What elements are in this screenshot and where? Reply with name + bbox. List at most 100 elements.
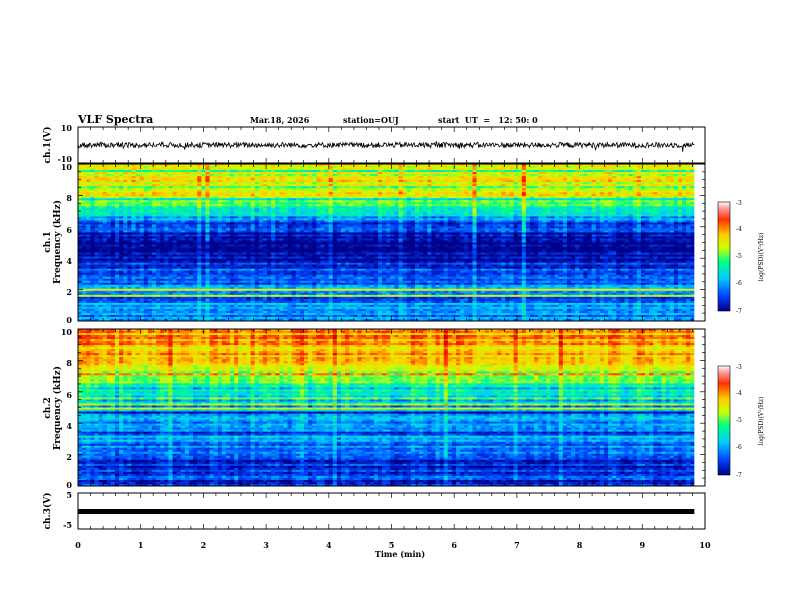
spectrogram-cell	[636, 164, 642, 167]
spectrogram-cell	[303, 172, 309, 175]
spectrogram-cell	[238, 192, 243, 195]
spectrogram-cell	[390, 190, 395, 193]
spectrogram-cell	[254, 168, 260, 171]
spectrogram-cell	[665, 168, 671, 171]
spectrogram-cell	[690, 196, 695, 199]
spectrogram-cell	[234, 182, 239, 185]
spectrogram-cell	[94, 184, 99, 187]
spectrogram-cell	[209, 188, 214, 191]
spectrogram-cell	[373, 184, 379, 187]
spectrogram-cell	[419, 202, 424, 205]
spectrogram-cell	[299, 202, 305, 205]
spectrogram-cell	[201, 192, 206, 195]
station-label: station=OUJ	[343, 115, 399, 125]
spectrogram-cell	[640, 178, 646, 181]
spectrogram-cell	[382, 176, 387, 179]
spectrogram-cell	[197, 192, 202, 195]
spectrogram-cell	[176, 170, 182, 173]
spectrogram-cell	[669, 178, 675, 181]
spectrogram-cell	[180, 204, 186, 207]
spectrogram-cell	[283, 186, 288, 189]
spectrogram-cell	[595, 166, 601, 169]
spectrogram-cell	[632, 202, 638, 205]
spectrogram-cell	[476, 166, 482, 169]
spectrogram-cell	[529, 172, 535, 175]
spectrogram-cell	[603, 200, 609, 203]
spectrogram-cell	[102, 172, 108, 175]
spectrogram-cell	[197, 184, 202, 187]
spectrogram-cell	[279, 194, 284, 197]
spectrogram-cell	[583, 172, 588, 175]
spectrogram-cell	[369, 196, 375, 199]
spectrogram-cell	[608, 170, 613, 173]
spectrogram-cell	[205, 202, 210, 205]
spectrogram-cell	[127, 186, 132, 189]
spectrogram-cell	[275, 164, 280, 167]
spectrogram-cell	[119, 200, 124, 203]
spectrogram-cell	[649, 166, 654, 169]
spectrogram-cell	[156, 202, 161, 205]
spectrogram-cell	[497, 190, 502, 193]
spectrogram-cell	[439, 176, 445, 179]
spectrogram-cell	[279, 196, 284, 199]
spectrogram-cell	[493, 174, 498, 177]
spectrogram-cell	[493, 190, 498, 193]
spectrogram-cell	[119, 184, 124, 187]
spectrogram-cell	[361, 174, 367, 177]
spectrogram-cell	[414, 190, 420, 193]
spectrogram-cell	[571, 170, 576, 173]
spectrogram-cell	[566, 184, 572, 187]
spectrogram-cell	[90, 166, 95, 169]
spectrogram-cell	[345, 172, 350, 175]
spectrogram-cell	[521, 192, 527, 195]
spectrogram-cell	[587, 182, 593, 185]
spectrogram-cell	[131, 170, 136, 173]
spectrogram-cell	[657, 164, 662, 167]
spectrogram-cell	[410, 164, 416, 167]
spectrogram-cell	[497, 176, 502, 179]
spectrogram-cell	[686, 164, 691, 167]
spectrogram-cell	[608, 172, 613, 175]
spectrogram-cell	[271, 174, 276, 177]
spectrogram-cell	[230, 182, 235, 185]
spectrogram-cell	[275, 174, 280, 177]
spectrogram-cell	[447, 176, 453, 179]
spectrogram-cell	[242, 170, 247, 173]
spectrogram-cell	[164, 200, 169, 203]
spectrogram-cell	[201, 178, 206, 181]
spectrogram-cell	[488, 166, 494, 169]
spectrogram-cell	[98, 202, 104, 205]
spectrogram-cell	[291, 182, 297, 185]
spectrogram-cell	[82, 190, 87, 193]
spectrogram-cell	[497, 186, 502, 189]
spectrogram-cell	[497, 192, 502, 195]
spectrogram-cell	[168, 186, 173, 189]
spectrogram-cell	[82, 164, 87, 167]
spectrogram-cell	[283, 184, 288, 187]
spectrogram-cell	[102, 186, 108, 189]
spectrogram-cell	[365, 170, 371, 173]
spectrogram-cell	[213, 176, 219, 179]
spectrogram-cell	[538, 166, 543, 169]
spectrogram-cell	[143, 178, 149, 181]
spectrogram-cell	[686, 196, 691, 199]
spectrogram-cell	[291, 168, 297, 171]
spectrogram-cell	[624, 194, 629, 197]
spectrogram-cell	[587, 170, 593, 173]
spectrogram-cell	[669, 194, 675, 197]
spectrogram-cell	[443, 166, 449, 169]
spectrogram-cell	[534, 178, 539, 181]
spectrogram-cell	[435, 172, 440, 175]
spectrogram-cell	[340, 202, 346, 205]
spectrogram-cell	[451, 172, 457, 175]
spectrogram-cell	[365, 194, 371, 197]
spectrogram-cell	[106, 202, 112, 205]
spectrogram-cell	[345, 200, 350, 203]
spectrogram-cell	[673, 164, 679, 167]
spectrogram-cell	[135, 182, 141, 185]
spectrogram-cell	[291, 190, 297, 193]
spectrogram-cell	[386, 182, 391, 185]
spectrogram-cell	[250, 174, 256, 177]
spectrogram-cell	[180, 164, 186, 167]
spectrogram-cell	[554, 178, 560, 181]
